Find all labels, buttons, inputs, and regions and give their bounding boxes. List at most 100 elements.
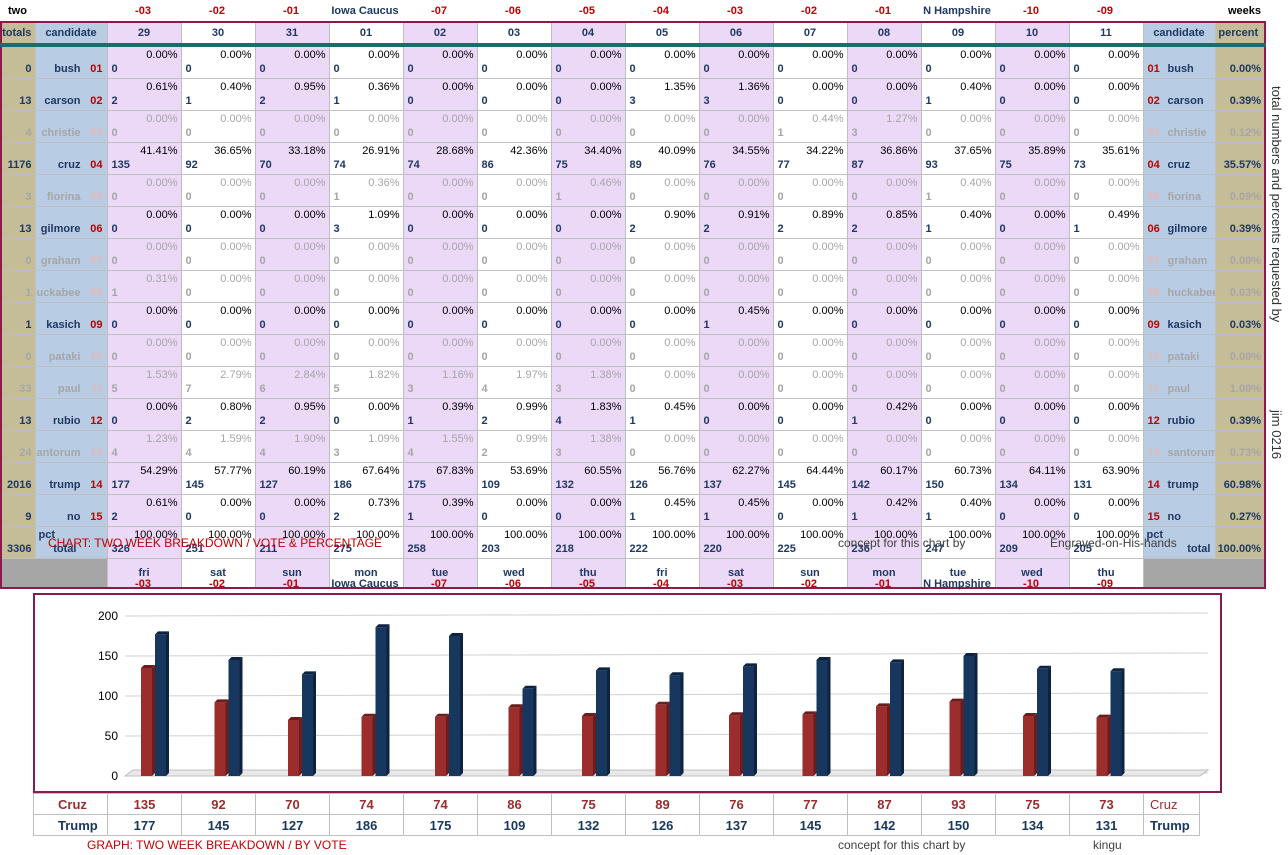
vote-count: 1 [333, 95, 340, 107]
vote-cell: 0.36% 1 [328, 174, 404, 207]
candidate-number: 07 [90, 255, 103, 267]
vote-count: 0 [629, 319, 636, 331]
candidate-number-right: 02 [1147, 95, 1160, 107]
vote-cell: 0.00% 0 [772, 430, 848, 463]
day-offset: -01 [875, 5, 891, 17]
vote-percent: 0.00% [1108, 113, 1140, 125]
row-total: 4 [0, 110, 36, 143]
vote-percent: 0.00% [220, 273, 252, 285]
vote-percent: 60.19% [288, 465, 326, 477]
candidate-number-right: 09 [1147, 319, 1160, 331]
trump-bar [1037, 665, 1051, 776]
vote-count: 5 [111, 383, 118, 395]
trump-bar [596, 667, 610, 776]
vote-count: 0 [629, 383, 636, 395]
trump-bar [375, 624, 390, 776]
vote-count: 0 [851, 255, 858, 267]
vote-count: 1 [629, 511, 636, 523]
candidate-number-right: 04 [1147, 159, 1160, 171]
total-percent: 100.00% [874, 529, 918, 541]
vote-cell: 0.00% 0 [698, 174, 774, 207]
vote-count: 0 [555, 351, 562, 363]
vote-count: 0 [629, 63, 636, 75]
vote-cell: 0.00% 0 [180, 110, 256, 143]
vote-count: 0 [999, 447, 1006, 459]
day-offset: -07 [431, 578, 447, 590]
vote-cell: 1.09% 3 [328, 430, 404, 463]
vote-count: 5 [333, 383, 340, 395]
vote-percent: 57.77% [214, 465, 252, 477]
candidate-number-right: 14 [1147, 479, 1160, 491]
vote-count: 0 [851, 63, 858, 75]
vote-count: 3 [407, 383, 414, 395]
day-name: sun [254, 558, 330, 589]
candidate-name: cruz [57, 159, 81, 171]
vote-cell: 63.90% 131 [1068, 462, 1144, 495]
vote-cell: 62.27% 137 [698, 462, 774, 495]
vote-count: 2 [333, 511, 340, 523]
vote-percent: 1.83% [590, 401, 622, 413]
vote-count: 0 [629, 127, 636, 139]
vote-percent: 0.89% [812, 209, 844, 221]
vote-count: 145 [185, 479, 204, 491]
vote-cell: 0.00% 0 [402, 302, 478, 335]
day-offset: -01 [283, 578, 299, 590]
vote-percent: 60.17% [880, 465, 918, 477]
vote-count: 127 [259, 479, 278, 491]
vote-cell: 0.00% 0 [846, 238, 922, 271]
day-offset: -10 [1023, 578, 1039, 590]
vote-count: 0 [999, 351, 1006, 363]
vote-count: 1 [703, 319, 710, 331]
vote-percent: 53.69% [510, 465, 548, 477]
vote-series-row: Trump 177 145 127 186 175 109 132 126 137 145 142 15… [33, 814, 1200, 836]
row-candidate: trump 14 [34, 462, 108, 495]
row-total: 13 [0, 206, 36, 239]
total-percent: 100.00% [726, 529, 770, 541]
vote-count: 0 [185, 511, 192, 523]
vote-cell: 0.00% 0 [698, 270, 774, 303]
vote-count: 0 [259, 511, 266, 523]
vote-cell: 0.00% 0 [476, 44, 552, 79]
vote-cell: 0.00% 0 [476, 270, 552, 303]
candidate-number: 02 [90, 95, 103, 107]
vote-count: 0 [777, 511, 784, 523]
vote-count: 0 [1073, 351, 1080, 363]
vote-cell: 57.77% 145 [180, 462, 256, 495]
header-date: 10 [994, 21, 1070, 46]
row-candidate-right: 12 rubio [1142, 398, 1216, 431]
vote-cell: 0.00% 0 [328, 334, 404, 367]
vote-percent: 0.39% [442, 401, 474, 413]
vote-count: 92 [185, 159, 198, 171]
vote-cell: 0.45% 1 [624, 398, 700, 431]
vote-percent: 0.00% [1108, 241, 1140, 253]
vote-percent: 0.00% [960, 273, 992, 285]
header-date: 01 [328, 21, 404, 46]
vote-cell: 0.44% 1 [772, 110, 848, 143]
day-offset: -09 [1097, 578, 1113, 590]
row-total: 3 [0, 174, 36, 207]
day-offset: -04 [653, 5, 669, 17]
vote-cell: 0.00% 0 [328, 270, 404, 303]
row-candidate-right: 15 no [1142, 494, 1216, 527]
vote-count: 0 [111, 127, 118, 139]
vote-count: 0 [777, 351, 784, 363]
vote-count: 0 [777, 63, 784, 75]
vote-count: 0 [555, 287, 562, 299]
header-date: 05 [624, 21, 700, 46]
side-note-request: total numbers and percents requested by [1269, 86, 1284, 323]
vote-count: 0 [999, 127, 1006, 139]
day-name: fri [106, 558, 182, 589]
vote-count: 0 [1073, 63, 1080, 75]
grand-total: 3306 [0, 526, 36, 559]
vote-percent: 0.00% [738, 273, 770, 285]
vote-count: 0 [407, 351, 414, 363]
vote-percent: 0.00% [146, 209, 178, 221]
vote-count: 0 [407, 287, 414, 299]
gridline [124, 652, 1209, 657]
day-name: thu [550, 558, 626, 589]
vote-count: 0 [999, 383, 1006, 395]
row-percent: 0.27% [1214, 494, 1266, 527]
vote-count: 0 [703, 191, 710, 203]
vote-cell: 0.00% 0 [994, 110, 1070, 143]
vote-percent: 64.44% [806, 465, 844, 477]
